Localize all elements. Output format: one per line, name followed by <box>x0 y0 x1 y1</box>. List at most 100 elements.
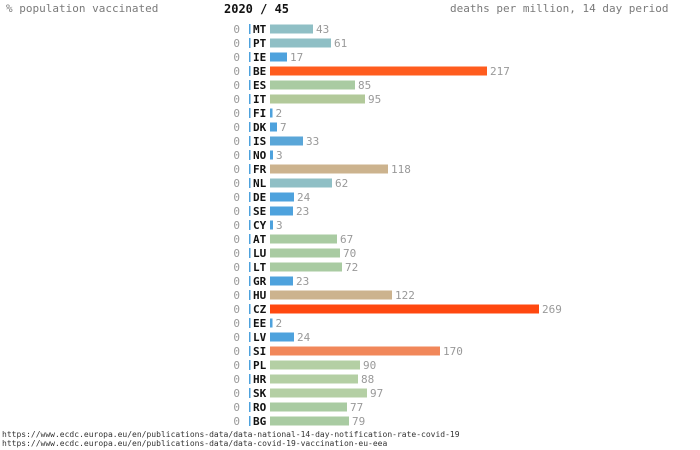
deaths-value-no: 3 <box>276 149 283 162</box>
vaccinated-value-hr: 0 <box>233 373 240 386</box>
deaths-bar-pl <box>270 360 360 370</box>
deaths-bar-dk <box>270 122 277 132</box>
vaccinated-value-nl: 0 <box>233 177 240 190</box>
deaths-bar-be <box>270 66 487 76</box>
vaccinated-bar-pl <box>249 360 251 370</box>
vaccinated-value-mt: 0 <box>233 23 240 36</box>
deaths-value-lu: 70 <box>343 247 356 260</box>
vaccinated-bar-bg <box>249 416 251 426</box>
deaths-bar-lv <box>270 332 294 342</box>
deaths-bar-lt <box>270 262 342 272</box>
vaccinated-bar-fi <box>249 108 251 118</box>
deaths-bar-se <box>270 206 293 216</box>
vaccinated-bar-be <box>249 66 251 76</box>
category-label-is: IS <box>253 135 266 148</box>
deaths-bar-ro <box>270 402 347 412</box>
period-label: 2020 / 45 <box>224 2 290 16</box>
vaccinated-bar-is <box>249 136 251 146</box>
category-label-nl: NL <box>253 177 267 190</box>
deaths-value-pl: 90 <box>363 359 376 372</box>
vaccinated-bar-dk <box>249 122 251 132</box>
vaccinated-bar-ie <box>249 52 251 62</box>
category-label-gr: GR <box>253 275 267 288</box>
vaccinated-bar-lv <box>249 332 251 342</box>
vaccinated-value-si: 0 <box>233 345 240 358</box>
deaths-value-es: 85 <box>358 79 371 92</box>
vaccinated-value-gr: 0 <box>233 275 240 288</box>
deaths-value-ie: 17 <box>290 51 303 64</box>
vaccinated-bar-gr <box>249 276 251 286</box>
vaccinated-value-ro: 0 <box>233 401 240 414</box>
deaths-value-be: 217 <box>490 65 510 78</box>
vaccinated-value-cz: 0 <box>233 303 240 316</box>
vaccinated-bar-no <box>249 150 251 160</box>
category-label-es: ES <box>253 79 266 92</box>
vaccinated-bar-nl <box>249 178 251 188</box>
vaccinated-value-se: 0 <box>233 205 240 218</box>
category-label-it: IT <box>253 93 267 106</box>
vaccinated-bar-ro <box>249 402 251 412</box>
source-link-notification-rate[interactable]: https://www.ecdc.europa.eu/en/publicatio… <box>2 430 460 439</box>
deaths-value-bg: 79 <box>352 415 365 428</box>
vaccinated-axis-label: % population vaccinated <box>6 2 159 15</box>
vaccinated-bar-hr <box>249 374 251 384</box>
deaths-bar-gr <box>270 276 293 286</box>
deaths-value-fr: 118 <box>391 163 411 176</box>
vaccinated-value-pt: 0 <box>233 37 240 50</box>
category-label-bg: BG <box>253 415 267 428</box>
vaccinated-value-ie: 0 <box>233 51 240 64</box>
deaths-value-cy: 3 <box>276 219 283 232</box>
category-label-lu: LU <box>253 247 267 260</box>
vaccinated-value-pl: 0 <box>233 359 240 372</box>
deaths-value-se: 23 <box>296 205 309 218</box>
deaths-bar-is <box>270 136 303 146</box>
source-link-vaccination[interactable]: https://www.ecdc.europa.eu/en/publicatio… <box>2 439 388 448</box>
vaccinated-bar-cz <box>249 304 251 314</box>
category-label-pt: PT <box>253 37 267 50</box>
deaths-bar-es <box>270 80 355 90</box>
deaths-value-de: 24 <box>297 191 311 204</box>
category-label-cz: CZ <box>253 303 267 316</box>
deaths-value-fi: 2 <box>276 107 283 120</box>
vaccinated-bar-lu <box>249 248 251 258</box>
deaths-bar-de <box>270 192 294 202</box>
deaths-bar-hr <box>270 374 358 384</box>
category-label-de: DE <box>253 191 266 204</box>
category-label-ee: EE <box>253 317 266 330</box>
deaths-value-gr: 23 <box>296 275 309 288</box>
deaths-value-ro: 77 <box>350 401 363 414</box>
category-label-si: SI <box>253 345 266 358</box>
vaccinated-value-at: 0 <box>233 233 240 246</box>
category-label-pl: PL <box>253 359 267 372</box>
deaths-value-dk: 7 <box>280 121 287 134</box>
deaths-axis-label: deaths per million, 14 day period <box>450 2 669 15</box>
vaccinated-value-fr: 0 <box>233 163 240 176</box>
deaths-bar-ee <box>270 318 273 328</box>
vaccinated-bar-de <box>249 192 251 202</box>
vaccinated-bar-it <box>249 94 251 104</box>
vaccinated-value-bg: 0 <box>233 415 240 428</box>
deaths-bar-bg <box>270 416 349 426</box>
vaccinated-value-fi: 0 <box>233 107 240 120</box>
deaths-bar-fr <box>270 164 388 174</box>
deaths-bar-hu <box>270 290 392 300</box>
vaccinated-value-lv: 0 <box>233 331 240 344</box>
deaths-value-it: 95 <box>368 93 381 106</box>
vaccinated-value-dk: 0 <box>233 121 240 134</box>
category-label-hu: HU <box>253 289 267 302</box>
vaccinated-value-it: 0 <box>233 93 240 106</box>
category-label-se: SE <box>253 205 266 218</box>
vaccinated-value-hu: 0 <box>233 289 240 302</box>
deaths-value-lv: 24 <box>297 331 311 344</box>
category-label-lt: LT <box>253 261 267 274</box>
category-label-ie: IE <box>253 51 266 64</box>
deaths-value-cz: 269 <box>542 303 562 316</box>
vaccinated-bar-hu <box>249 290 251 300</box>
vaccinated-bar-ee <box>249 318 251 328</box>
category-label-sk: SK <box>253 387 267 400</box>
deaths-bar-pt <box>270 38 331 48</box>
category-label-hr: HR <box>253 373 267 386</box>
category-label-dk: DK <box>253 121 267 134</box>
vaccinated-bar-at <box>249 234 251 244</box>
